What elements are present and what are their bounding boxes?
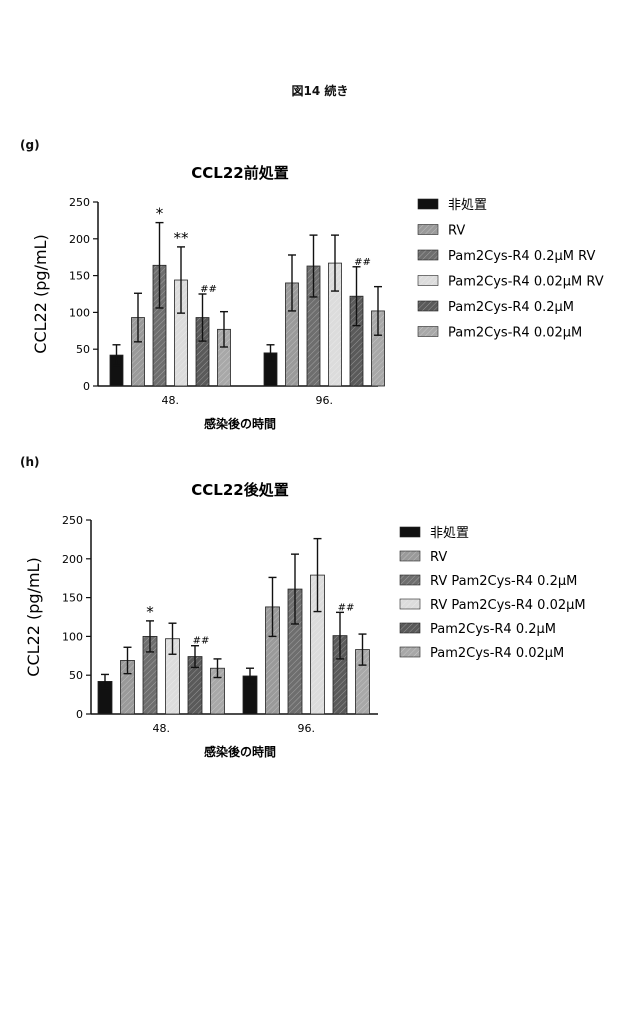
significance-marker: * [146, 603, 154, 621]
legend-label: RV [430, 550, 447, 565]
significance-marker: ** [174, 229, 190, 247]
legend-swatch [417, 249, 439, 261]
legend-swatch [417, 224, 439, 235]
significance-marker: ## [200, 284, 217, 295]
panel-label-g: (g) [20, 138, 40, 152]
legend-swatch [399, 622, 421, 634]
significance-marker: ## [354, 257, 371, 268]
legend-swatch [417, 300, 439, 312]
legend-label: 非処置 [430, 526, 469, 541]
figure-title: 図14 続き [291, 84, 349, 98]
legend-label: RV [448, 224, 465, 239]
x-tick-label: 48. [162, 394, 180, 407]
legend-label: RV Pam2Cys-R4 0.2μM [430, 574, 577, 589]
legend-label: Pam2Cys-R4 0.2μM [448, 300, 574, 315]
chart-ccl22-posttreatment: CCL22後処置 0 50 100 150 200 250 CCL22 (pg/mL) * ## 4… [24, 481, 586, 759]
legend-swatch [399, 550, 421, 562]
legend-swatch [417, 198, 439, 210]
legend-swatch [399, 646, 421, 658]
significance-marker: ## [193, 636, 210, 647]
y-tick-label: 200 [69, 233, 90, 246]
legend-swatch [399, 526, 421, 538]
y-tick-label: 0 [83, 380, 90, 393]
x-axis-label: 感染後の時間 [204, 416, 276, 431]
chart-title: CCL22前処置 [191, 164, 288, 182]
significance-marker: * [156, 205, 164, 223]
legend-label: Pam2Cys-R4 0.02μM [430, 646, 564, 661]
legend-label: Pam2Cys-R4 0.02μM [448, 326, 582, 341]
y-axis-label: CCL22 (pg/mL) [24, 557, 43, 676]
y-tick-label: 250 [62, 514, 83, 527]
x-tick-label: 96. [298, 722, 316, 735]
legend-label: 非処置 [448, 198, 487, 213]
x-axis-label: 感染後の時間 [204, 744, 276, 759]
legend-swatch [417, 275, 439, 286]
y-tick-label: 150 [69, 270, 90, 283]
y-tick-label: 50 [76, 343, 90, 356]
legend-swatch [399, 574, 421, 586]
y-tick-label: 50 [69, 669, 83, 682]
legend-label: Pam2Cys-R4 0.2μM RV [448, 249, 595, 264]
y-tick-label: 0 [76, 708, 83, 721]
legend-swatch [417, 326, 439, 337]
y-axis-label: CCL22 (pg/mL) [31, 234, 50, 353]
legend-swatch [399, 598, 421, 610]
y-tick-label: 100 [69, 306, 90, 319]
legend-label: Pam2Cys-R4 0.2μM [430, 622, 556, 637]
legend-label: Pam2Cys-R4 0.02μM RV [448, 275, 604, 290]
x-tick-label: 96. [316, 394, 334, 407]
y-tick-label: 100 [62, 630, 83, 643]
x-tick-label: 48. [153, 722, 171, 735]
y-tick-label: 200 [62, 553, 83, 566]
y-tick-label: 250 [69, 196, 90, 209]
panel-label-h: (h) [20, 455, 40, 469]
legend-label: RV Pam2Cys-R4 0.02μM [430, 598, 586, 613]
chart-title: CCL22後処置 [191, 481, 288, 499]
significance-marker: ## [338, 602, 355, 613]
y-tick-label: 150 [62, 592, 83, 605]
